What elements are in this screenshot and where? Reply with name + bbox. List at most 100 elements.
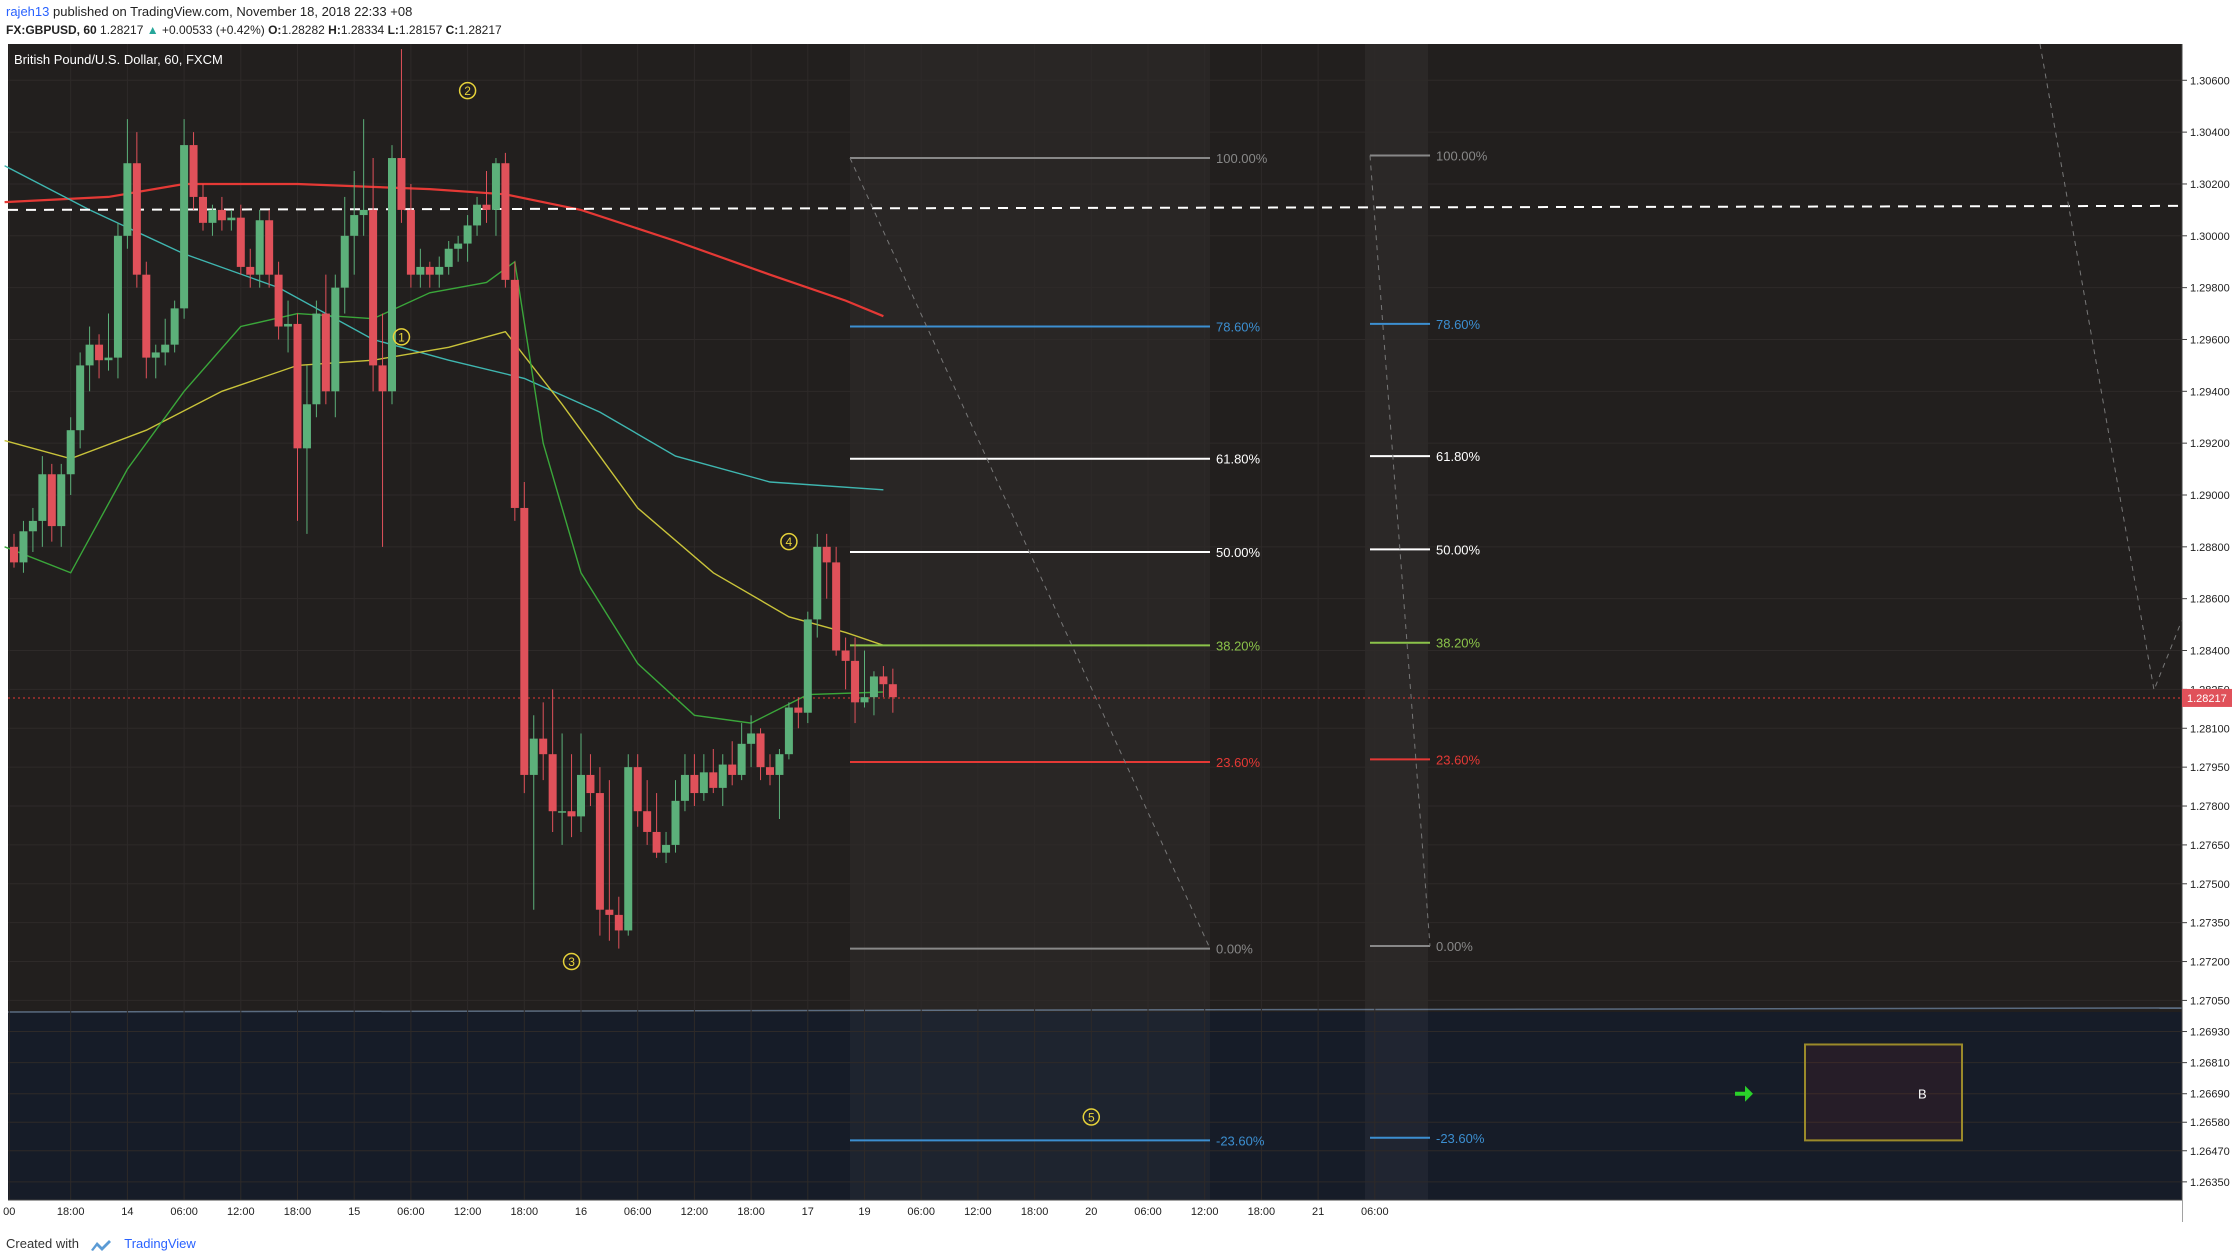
price-axis-label: 1.27200 [2190,957,2230,969]
fib-level-label-left: 23.60% [1216,755,1261,770]
candle-bullish [435,266,444,275]
candle-bullish [444,248,453,267]
close-label: C: [445,23,459,37]
candle-bearish [643,811,652,832]
candle-bearish [888,684,897,698]
candle-bullish [151,352,160,358]
fib-level-label-left: -23.60% [1216,1133,1265,1148]
candle-bullish [57,474,66,527]
candle-bullish [350,215,359,236]
price-axis-label: 1.28600 [2190,594,2230,606]
wave-label-circle [458,81,477,100]
up-arrow-icon: ▲ [146,23,159,37]
time-axis-label: 12:00 [964,1206,992,1218]
candle-bearish [189,145,198,197]
fib-level-label-right: 61.80% [1436,449,1481,464]
candle-bearish [605,909,614,915]
fib-trend-line-left [849,157,1211,949]
fibonacci-retracements[interactable]: 100.00% 100.00%78.60% 78.60%61.80% 61.80%50… [849,43,2183,1148]
fib-level-label-left: 0.00% [1216,942,1253,957]
candle-bearish [425,266,434,275]
price-axis-label: 1.26470 [2190,1146,2230,1158]
time-axis-label: 18:00 [57,1206,85,1218]
wave-label-text: 2 [464,84,471,98]
time-axis-label: 21 [1312,1206,1324,1218]
candle-bullish [454,243,463,249]
price-axis-labels: 1.30600 1.30400 1.30200 1.30000 1.29800 1.296… [2182,75,2230,1189]
elliott-wave-labels[interactable]: 1 2 3 4 5 B [392,81,1963,1142]
time-axis-label: 15 [348,1206,360,1218]
candle-bearish [766,767,774,775]
time-axis-label: 12:00 [1191,1206,1219,1218]
price-axis-label: 1.26690 [2190,1089,2230,1101]
time-axis-label: 18:00 [1021,1206,1049,1218]
time-axis-label: 12:00 [454,1206,482,1218]
tradingview-link[interactable]: TradingView [124,1236,196,1251]
candle-bearish [633,767,642,812]
high-value: 1.28334 [340,23,385,37]
candle-bullish [359,209,368,216]
candle-bearish [95,344,104,361]
time-axis-label: 16 [575,1206,587,1218]
time-axis-label: 00 [3,1206,15,1218]
candle-bullish [718,764,727,788]
author-link[interactable]: rajeh13 [6,4,50,19]
candle-bullish [161,344,170,353]
time-axis-label: 19 [858,1206,870,1218]
candle-bullish [85,344,94,366]
fib-level-label-left: 100.00% [1216,151,1268,166]
high-label: H: [328,23,341,37]
candle-bearish [841,650,850,661]
time-axis-label: 06:00 [624,1206,652,1218]
candle-bearish [217,209,226,221]
candle-bullish [699,772,708,794]
price-axis-label: 1.28800 [2190,542,2230,554]
price-axis-label: 1.26810 [2190,1058,2230,1070]
time-axis-label: 06:00 [907,1206,935,1218]
candle-bullish [491,163,500,210]
footer: Created with TradingView [6,1236,196,1252]
dashed-resistance-line [7,204,2183,211]
fib-level-label-right: 0.00% [1436,939,1473,954]
candle-bearish [567,811,576,817]
candle-bearish [265,220,274,275]
low-label: L: [387,23,399,37]
candle-bullish [312,313,321,405]
candle-bearish [728,764,737,775]
time-axis-labels: 00 18:00 14 06:00 12:00 18:00 15 06:00 12:00 18:0… [3,1206,1388,1218]
price-axis-label: 1.27800 [2190,801,2230,813]
price-axis-label: 1.27950 [2190,762,2230,774]
fib-level-label-left: 50.00% [1216,545,1261,560]
time-axis-label: 18:00 [511,1206,539,1218]
price-axis-label: 1.30000 [2190,231,2230,243]
candle-bearish [199,196,207,223]
candle-bearish [879,676,888,685]
candle-bearish [520,507,529,775]
wave-label-circle [1082,1108,1101,1126]
fib-level-label-left: 61.80% [1216,452,1261,467]
lower-zone [8,1012,2182,1222]
candle-bearish [47,474,56,527]
time-axis[interactable] [0,1200,2182,1222]
candle-bullish [76,365,85,431]
time-axis-label: 06:00 [170,1206,198,1218]
candle-bearish [369,209,378,366]
candle-bearish [397,158,406,210]
candle-bearish [378,365,387,392]
candle-bearish [246,266,255,275]
fib-level-label-right: 50.00% [1436,542,1481,557]
target-box-label: B [1918,1087,1927,1102]
candle-bullish [104,357,113,361]
candle-bullish [577,774,585,817]
candle-bullish [255,220,264,275]
candle-bullish [208,209,217,223]
open-label: O: [268,23,282,37]
current-price-tag-bg [2182,688,2232,707]
candle-bearish [406,209,415,275]
price-change: +0.00533 (+0.42%) [162,23,265,37]
candle-bearish [510,279,519,508]
candle-bullish [38,474,47,521]
price-axis[interactable] [2182,44,2232,1222]
price-axis-label: 1.29200 [2190,438,2230,450]
